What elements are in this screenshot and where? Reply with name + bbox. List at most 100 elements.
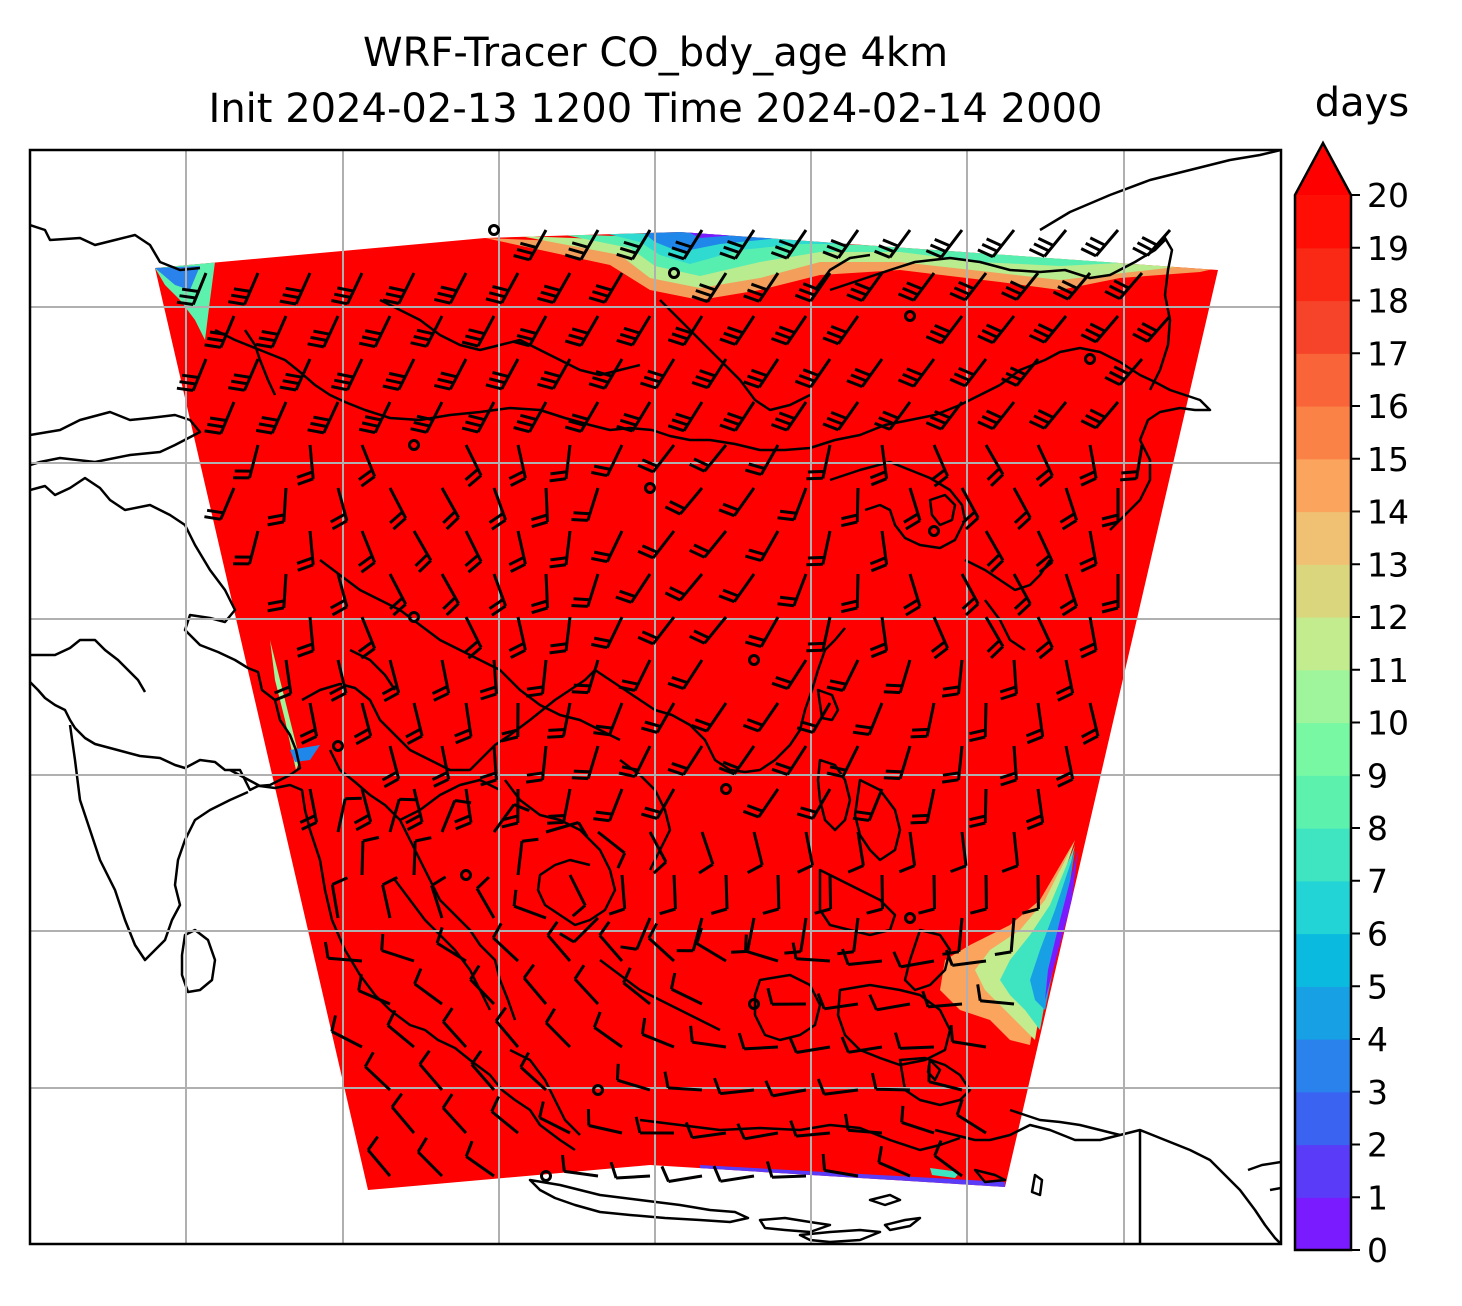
wind-barb [464, 616, 483, 660]
calm-wind-circle [904, 310, 916, 322]
colorbar-extend-arrow [1295, 143, 1351, 195]
wind-barb [488, 573, 508, 617]
wind-barb [615, 573, 652, 604]
wind-barb [744, 934, 779, 963]
wind-barb [648, 831, 668, 875]
calm-wind-circle [904, 912, 916, 924]
wind-barb [330, 876, 349, 919]
wind-barb [718, 745, 756, 776]
wind-barb [1059, 487, 1079, 531]
wind-barb [331, 272, 364, 306]
wind-barb [592, 1011, 623, 1049]
wind-barb [431, 659, 451, 702]
wind-barb [561, 1154, 599, 1178]
wind-barb [933, 1139, 963, 1178]
wind-barb [590, 530, 624, 564]
wind-barb [794, 272, 832, 303]
wind-barb [770, 315, 808, 346]
wind-barb [892, 951, 935, 969]
wind-barb [667, 659, 704, 691]
map-plot [28, 148, 1283, 1246]
wind-barb [1001, 831, 1020, 873]
wind-barb [846, 272, 884, 302]
wind-barb [1012, 487, 1032, 531]
wind-barb [883, 659, 912, 695]
wind-barb [762, 874, 781, 915]
colorbar-tick-label: 13 [1367, 545, 1409, 584]
wind-barb [622, 967, 651, 1006]
wind-barb [204, 315, 236, 349]
colorbar-level [1295, 669, 1351, 724]
wind-barb [742, 702, 780, 733]
wind-barb [816, 1078, 859, 1096]
wind-barb [331, 358, 364, 392]
wind-barb [440, 487, 460, 531]
wind-barb [910, 702, 936, 739]
wind-barb [676, 917, 704, 953]
wind-barb [358, 315, 392, 349]
wind-barb [955, 1098, 987, 1135]
wind-barb [1025, 788, 1045, 831]
wind-barb [593, 788, 624, 823]
wind-barb [329, 573, 349, 617]
colorbar-tick-label: 9 [1367, 756, 1388, 795]
axes-frame [28, 148, 1283, 1246]
wind-barb [441, 1007, 468, 1049]
colorbar-level [1295, 828, 1351, 882]
wind-barb [970, 874, 988, 915]
wind-barb [893, 1032, 935, 1050]
wind-barb [984, 616, 1005, 659]
wind-barb [1080, 401, 1120, 430]
wind-barb [1059, 573, 1079, 617]
wind-barb [609, 1161, 651, 1180]
wind-barb [930, 444, 949, 488]
wind-barb [549, 616, 572, 655]
wind-barb [598, 920, 624, 962]
wind-barb [1079, 530, 1098, 573]
wind-barb [431, 745, 451, 788]
wind-barb [616, 229, 652, 261]
wind-barb [363, 1051, 392, 1092]
wind-barb [925, 401, 964, 431]
wind-barb [713, 1077, 755, 1096]
wind-barb [897, 272, 936, 302]
wind-barb [513, 315, 548, 348]
wind-barb [950, 831, 968, 874]
colorbar-label: days [1314, 80, 1410, 126]
chart-title: WRF-Tracer CO_bdy_age 4km [362, 30, 949, 76]
wind-barb [307, 401, 340, 435]
colorbar-outline [1293, 140, 1353, 1252]
wind-barb [910, 788, 936, 825]
colorbar-level [1295, 564, 1351, 618]
calm-wind-circle [460, 869, 472, 881]
wind-barb [766, 987, 807, 1006]
wind-barb [390, 1092, 416, 1134]
wind-barb [698, 831, 715, 875]
wind-barb [519, 1051, 548, 1092]
colorbar-level [1295, 617, 1351, 671]
wind-barb [568, 874, 587, 918]
wind-barb [357, 530, 377, 574]
wind-barb [544, 1007, 572, 1049]
wind-barb [660, 1165, 703, 1183]
wind-barb [664, 487, 704, 516]
wind-barb [1025, 702, 1045, 745]
wind-barb [688, 444, 728, 473]
wind-barb [949, 272, 988, 302]
wind-barb [640, 1017, 675, 1049]
colorbar-level [1295, 986, 1351, 1040]
colorbar-tick-label: 19 [1367, 229, 1409, 268]
wind-barb [357, 974, 391, 1006]
wind-barb [296, 530, 315, 572]
wind-barb [525, 745, 548, 784]
wind-barb [267, 487, 288, 527]
wind-barb [744, 616, 780, 649]
wind-barb [1104, 272, 1144, 301]
wind-barb [765, 1160, 807, 1179]
wind-barb [537, 358, 572, 391]
wind-barb [944, 949, 987, 967]
wind-barb [279, 358, 312, 392]
colorbar-level [1295, 880, 1351, 935]
wind-barb [925, 315, 964, 345]
wind-barb [1132, 229, 1172, 257]
